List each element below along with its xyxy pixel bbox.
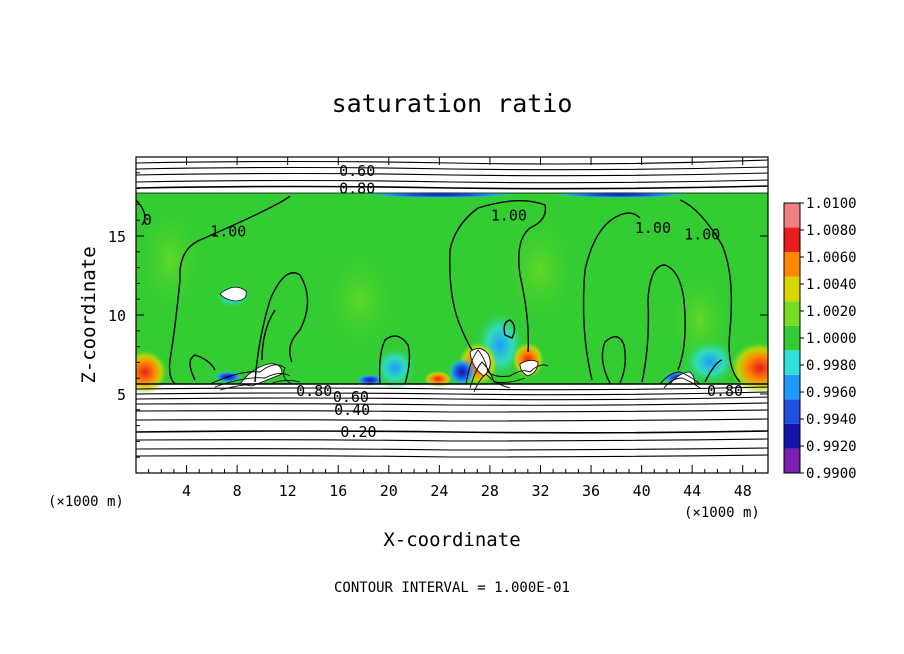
y-tick-label: 15 [108,228,126,246]
y-axis: 5 10 15 [108,172,768,458]
contour-label: 0.80 [339,180,375,198]
y-tick-label: 10 [108,307,126,325]
subsaturated-patch [356,374,384,386]
contour-label: 0.60 [339,162,375,180]
x-tick-label: 36 [582,482,600,500]
x-tick-label: 24 [430,482,448,500]
colorbar-label: 1.0060 [806,250,857,266]
x-tick-label: 48 [734,482,752,500]
contour-label: 0.40 [334,401,370,419]
contour-label: 1.00 [210,222,246,240]
clear-pocket [239,363,283,387]
contour-interval-note: CONTOUR INTERVAL = 1.000E-01 [334,580,570,596]
colorbar-label: 1.0000 [806,331,857,347]
clear-pocket [219,286,247,302]
contour-label: 1.00 [635,219,671,237]
clear-pocket [469,348,491,377]
colorbar-label: 1.0040 [806,277,857,293]
contour-label: 0.20 [340,423,376,441]
colorbar-label: 0.9920 [806,439,857,455]
colorbar-swatch [784,203,800,228]
colorbar-swatch [784,252,800,277]
contour-labels: 0.600.801.001.001.00 1.0000.80 0.600.400.2… [143,162,743,441]
plot-area: 0.600.801.001.001.00 1.0000.80 0.600.400.2… [136,157,768,473]
colorbar-label: 0.9940 [806,412,857,428]
contour-lines-upper [136,159,768,194]
y-tick-label: 5 [117,386,126,404]
light-patch [500,210,580,330]
colorbar-swatch [784,276,800,302]
light-patch [320,245,400,355]
light-patch [136,200,205,320]
contour-label: 0.80 [296,382,332,400]
colorbar-label: 0.9900 [806,466,857,482]
contour-label: 0.60 [333,388,369,406]
chart-title: saturation ratio [332,89,573,118]
colorbar-label: 1.0100 [806,196,857,212]
x-unit-label-left: (×1000 m) [48,494,124,510]
x-tick-label: 32 [531,482,549,500]
x-tick-label: 40 [633,482,651,500]
x-axis: 4 8 12 16 20 24 28 32 36 40 44 48 [148,157,756,500]
x-tick-label: 8 [233,482,242,500]
x-tick-label: 12 [279,482,297,500]
contour-label: 0 [143,211,152,229]
colorbar-swatch [784,423,800,449]
contour-lines-1-00 [136,195,741,385]
y-axis-label: Z-coordinate [78,246,100,383]
x-tick-label: 20 [380,482,398,500]
colorbar-swatch [784,350,800,375]
contour-lines-rough [209,349,701,393]
contour-label: 0.80 [707,382,743,400]
x-axis-label: X-coordinate [383,529,520,551]
colorbar-swatch [784,448,800,473]
colorbar-label: 0.9960 [806,385,857,401]
cyan-patch [682,338,738,386]
subsaturated-patch [550,192,690,198]
colorbar-label: 0.9980 [806,358,857,374]
colorbar: 0.9900 0.9920 0.9940 0.9960 0.9980 1.0000 1.00… [783,196,857,482]
contour-label: 1.00 [491,206,527,224]
colorbar-swatch [784,227,800,253]
colorbar-swatch [784,325,800,351]
colorbar-label: 1.0020 [806,304,857,320]
contour-label: 1.00 [684,225,720,243]
x-tick-label: 44 [683,482,701,500]
colorbar-swatch [784,399,800,424]
x-tick-label: 4 [182,482,191,500]
supersaturated-patch [424,371,452,387]
contour-lines-lower [136,383,768,458]
x-tick-label: 28 [481,482,499,500]
subsaturated-patch [448,358,476,386]
colorbar-swatch [784,374,800,400]
x-unit-label-right: (×1000 m) [684,505,760,521]
x-tick-label: 16 [329,482,347,500]
subsaturated-patch [360,192,520,198]
supersaturated-patch [136,350,167,394]
colorbar-swatch [784,301,800,326]
colorbar-label: 1.0080 [806,223,857,239]
